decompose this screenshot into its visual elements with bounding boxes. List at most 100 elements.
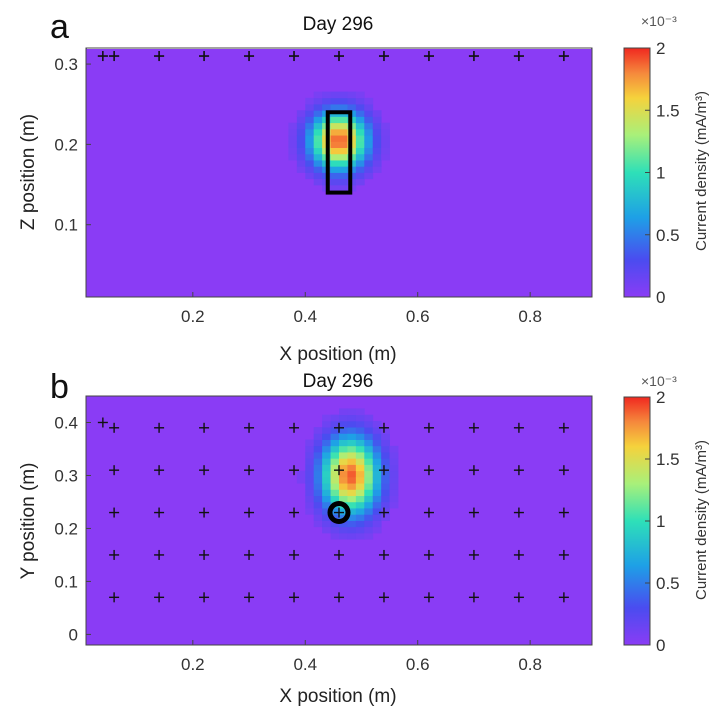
y-tick-label: 0.1 xyxy=(54,216,78,235)
heatmap-cell xyxy=(305,122,315,130)
heatmap-cell xyxy=(347,501,357,509)
heatmap-cell xyxy=(330,104,340,111)
electrode-marker xyxy=(513,592,524,603)
electrode-marker xyxy=(513,549,524,560)
heatmap-cell xyxy=(313,433,323,440)
heatmap-cell xyxy=(381,514,390,521)
heatmap-cell xyxy=(305,501,315,509)
heatmap-cell xyxy=(381,153,390,161)
electrode-marker xyxy=(289,592,300,603)
heatmap-cell xyxy=(339,408,348,416)
heatmap-cell xyxy=(305,97,315,105)
heatmap-cell xyxy=(339,166,348,173)
heatmap-cell xyxy=(313,458,323,465)
heatmap-cell xyxy=(347,526,357,534)
heatmap-cell xyxy=(364,141,374,148)
heatmap-cell xyxy=(372,470,382,478)
heatmap-cell xyxy=(347,514,357,521)
electrode-marker xyxy=(513,507,524,518)
heatmap-cell xyxy=(330,135,340,142)
electrode-marker xyxy=(289,465,300,476)
heatmap-cell xyxy=(355,160,365,167)
electrode-marker xyxy=(109,422,120,433)
electrode-marker xyxy=(154,465,165,476)
heatmap-cell xyxy=(355,476,365,484)
heatmap-cell xyxy=(364,508,374,515)
heatmap-cell xyxy=(330,526,340,534)
electrode-marker xyxy=(334,592,344,603)
heatmap-cell xyxy=(288,122,298,130)
heatmap-cell xyxy=(322,414,331,422)
heatmap-cell xyxy=(330,508,340,515)
heatmap-cell xyxy=(305,464,315,472)
heatmap-cell xyxy=(364,160,374,167)
x-tick-label: 0.6 xyxy=(406,655,430,674)
heatmap-cell xyxy=(313,135,323,142)
heatmap-cell xyxy=(347,476,357,484)
heatmap-cell xyxy=(322,476,331,484)
heatmap-cell xyxy=(296,470,306,478)
heatmap-cell xyxy=(322,464,331,472)
heatmap-cell xyxy=(347,408,357,416)
electrode-marker xyxy=(154,507,165,518)
heatmap-cell xyxy=(330,520,340,528)
electrode-marker xyxy=(109,507,120,518)
axis-frame xyxy=(85,395,593,646)
heatmap-cell xyxy=(322,483,331,490)
heatmap-cell xyxy=(330,420,340,428)
heatmap-cell xyxy=(322,489,331,497)
heatmap-cell xyxy=(364,122,374,130)
heatmap-cell xyxy=(313,514,323,521)
panel-a-plot-area xyxy=(85,44,593,298)
heatmap-cell xyxy=(381,476,390,484)
heatmap-cell xyxy=(330,147,340,155)
heatmap-cell xyxy=(339,476,348,484)
heatmap-cell xyxy=(372,495,382,503)
heatmap-cell xyxy=(347,97,357,105)
electrode-marker xyxy=(334,422,344,433)
heatmap-cell xyxy=(288,128,298,136)
heatmap-cell xyxy=(372,122,382,130)
electrode-marker xyxy=(97,417,108,428)
heatmap-cell xyxy=(330,160,340,167)
heatmap-cell xyxy=(330,97,340,105)
heatmap-cell xyxy=(305,172,315,180)
heatmap-cell xyxy=(313,116,323,124)
heatmap-cell xyxy=(313,91,323,99)
heatmap-cell xyxy=(305,489,315,497)
electrode-marker xyxy=(558,549,569,560)
heatmap-cell xyxy=(322,495,331,503)
x-tick-label: 0.6 xyxy=(406,307,430,326)
heatmap-cell xyxy=(322,526,331,534)
heatmap-cell xyxy=(364,116,374,124)
heatmap-cell xyxy=(322,104,331,111)
electrode-marker xyxy=(558,465,569,476)
heatmap-cell xyxy=(322,508,331,515)
heatmap-cell xyxy=(347,427,357,434)
electrode-marker xyxy=(244,422,255,433)
heatmap-cell xyxy=(364,110,374,117)
heatmap-cell xyxy=(355,458,365,465)
heatmap-cell xyxy=(305,135,315,142)
heatmap-cell xyxy=(389,445,399,453)
heatmap-cell xyxy=(347,420,357,428)
heatmap-cell xyxy=(322,452,331,459)
heatmap-cell xyxy=(381,483,390,490)
heatmap-cell xyxy=(381,433,390,440)
heatmap-cell xyxy=(364,147,374,155)
heatmap-cell xyxy=(339,520,348,528)
heatmap-cell xyxy=(296,116,306,124)
heatmap-cell xyxy=(372,483,382,490)
colorbar-tick-label: 1 xyxy=(656,164,665,183)
heatmap-cell xyxy=(330,128,340,136)
heatmap-cell xyxy=(389,489,399,497)
heatmap-cell xyxy=(355,452,365,459)
heatmap-cell xyxy=(313,153,323,161)
heatmap-cell xyxy=(296,166,306,173)
heatmap-cell xyxy=(339,184,348,192)
heatmap-cell xyxy=(355,91,365,99)
heatmap-cell xyxy=(322,520,331,528)
heatmap-cell xyxy=(355,178,365,186)
electrode-marker xyxy=(378,51,389,62)
x-tick-label: 0.2 xyxy=(181,655,205,674)
